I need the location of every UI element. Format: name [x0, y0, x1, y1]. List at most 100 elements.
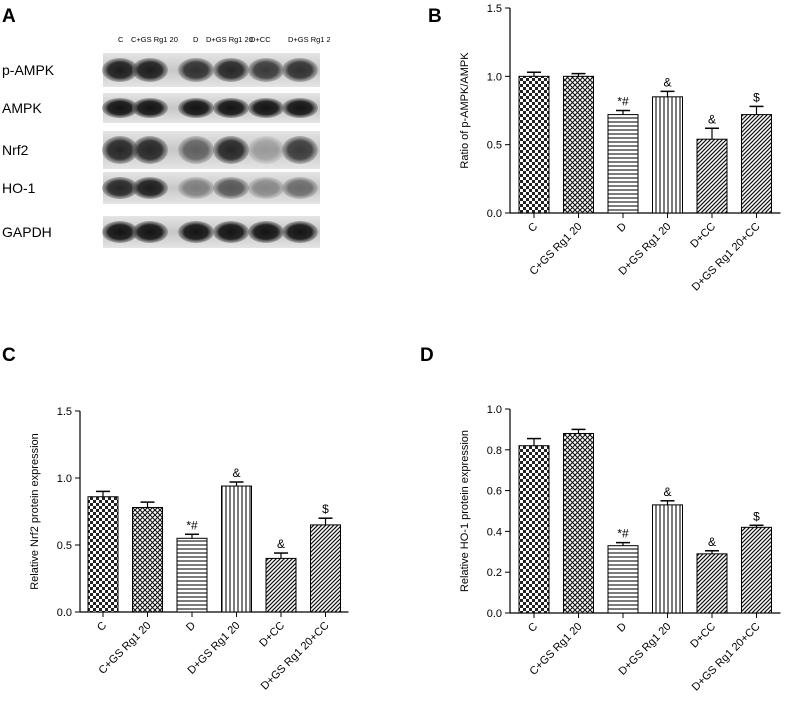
- bar: [310, 524, 341, 613]
- blot-band: [132, 98, 168, 118]
- significance-label: &: [663, 75, 671, 89]
- blot-band: [132, 58, 168, 82]
- blot-lane-label: D+CC: [250, 35, 271, 44]
- blot-band-label: Nrf2: [2, 142, 29, 158]
- blot-band: [178, 177, 214, 199]
- y-axis-label: Ratio of p-AMPK/AMPK: [459, 52, 471, 169]
- blot-band: [282, 58, 318, 82]
- significance-label: &: [708, 112, 716, 126]
- blot-band-label: GAPDH: [2, 224, 52, 240]
- blot-band: [132, 221, 168, 243]
- significance-label: *#: [617, 527, 629, 541]
- blot-band: [178, 136, 214, 164]
- significance-label: &: [663, 485, 671, 499]
- bar: [132, 506, 163, 613]
- y-tick-label: 0.4: [487, 526, 502, 538]
- significance-label: &: [277, 537, 285, 551]
- blot-band: [282, 177, 318, 199]
- blot-band: [213, 221, 249, 243]
- blot-band: [248, 58, 284, 82]
- bar: [265, 557, 297, 613]
- bar: [607, 545, 639, 614]
- x-tick-label: D+CC: [688, 621, 718, 651]
- bar: [741, 114, 772, 214]
- blot-band: [132, 177, 168, 199]
- blot-band: [213, 58, 249, 82]
- y-tick-label: 1.5: [487, 3, 502, 15]
- bar: [176, 537, 208, 613]
- bar: [221, 485, 252, 613]
- significance-label: $: [322, 502, 329, 516]
- bar: [518, 445, 550, 614]
- significance-label: *#: [186, 518, 198, 532]
- y-tick-label: 0.6: [487, 486, 502, 498]
- bar: [563, 432, 594, 614]
- y-axis-label: Relative Nrf2 protein expression: [29, 433, 41, 590]
- blot-band: [282, 98, 318, 118]
- blot-lane-label: D+GS Rg1 20: [206, 35, 253, 44]
- blot-band: [132, 136, 168, 164]
- x-tick-label: C: [95, 620, 109, 634]
- blot-band: [248, 221, 284, 243]
- x-tick-label: D: [615, 621, 629, 635]
- significance-label: &: [232, 466, 240, 480]
- chart-c: 0.0 0.5 1.0 1.5 Relative Nrf2 protein expres…: [29, 406, 349, 693]
- y-tick-label: 1.0: [57, 473, 72, 485]
- y-tick-label: 1.0: [487, 71, 502, 83]
- blot-lane-label: C+GS Rg1 20: [131, 35, 178, 44]
- y-tick-label: 1.5: [57, 406, 72, 418]
- blot-band: [102, 221, 138, 243]
- blot-band: [178, 58, 214, 82]
- blot-band: [178, 98, 214, 118]
- chart-d: 0.0 0.2 0.4 0.6 0.8 1.0 Relative HO-1 protein …: [459, 404, 781, 694]
- y-tick-label: 0.0: [487, 208, 502, 220]
- bar: [652, 504, 683, 614]
- x-tick-label: D+CC: [257, 620, 287, 650]
- y-tick-label: 0.0: [487, 608, 502, 620]
- blot-band-label: p-AMPK: [2, 62, 55, 78]
- x-tick-label: D: [184, 620, 198, 634]
- bar: [87, 496, 119, 613]
- significance-label: &: [708, 535, 716, 549]
- blot-band: [213, 177, 249, 199]
- western-blot: C C+GS Rg1 20 D D+GS Rg1 20D+CC D+GS Rg1 20+…: [2, 35, 330, 248]
- x-tick-label: D: [615, 221, 629, 235]
- y-tick-label: 0.5: [57, 540, 72, 552]
- y-tick-label: 1.0: [487, 404, 502, 416]
- blot-band: [178, 221, 214, 243]
- significance-label: $: [753, 90, 760, 104]
- blot-band: [102, 177, 138, 199]
- blot-band: [248, 177, 284, 199]
- blot-lane-label: D: [193, 35, 199, 44]
- blot-band: [102, 98, 138, 118]
- y-axis-label: Relative HO-1 protein expression: [459, 430, 471, 592]
- x-tick-label: C: [526, 221, 540, 235]
- x-tick-label: C: [526, 621, 540, 635]
- bar: [518, 75, 550, 214]
- bar: [652, 96, 683, 214]
- blot-band-label: HO-1: [2, 180, 36, 196]
- blot-band: [282, 136, 318, 164]
- panel-letter-b: B: [428, 6, 442, 27]
- blot-band: [248, 98, 284, 118]
- blot-band: [248, 136, 284, 164]
- blot-band: [102, 58, 138, 82]
- bar: [563, 75, 594, 214]
- y-tick-label: 0.2: [487, 567, 502, 579]
- bar: [696, 553, 728, 614]
- y-tick-label: 0.8: [487, 445, 502, 457]
- blot-lane-label: C: [118, 35, 124, 44]
- panel-letter-d: D: [420, 345, 434, 366]
- bar: [607, 114, 639, 214]
- x-tick-label: D+CC: [688, 221, 718, 251]
- blot-band: [282, 221, 318, 243]
- y-tick-label: 0.5: [487, 140, 502, 152]
- significance-label: *#: [617, 95, 629, 109]
- panel-letter-c: C: [2, 345, 16, 366]
- blot-band-label: AMPK: [2, 100, 42, 116]
- bar: [696, 138, 728, 214]
- blot-band: [213, 136, 249, 164]
- blot-lane-label: D+GS Rg1 20+CC: [288, 35, 330, 44]
- blot-band: [213, 98, 249, 118]
